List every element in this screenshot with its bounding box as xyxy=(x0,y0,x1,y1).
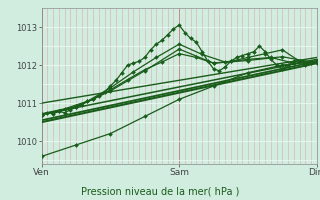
Text: Pression niveau de la mer( hPa ): Pression niveau de la mer( hPa ) xyxy=(81,186,239,196)
